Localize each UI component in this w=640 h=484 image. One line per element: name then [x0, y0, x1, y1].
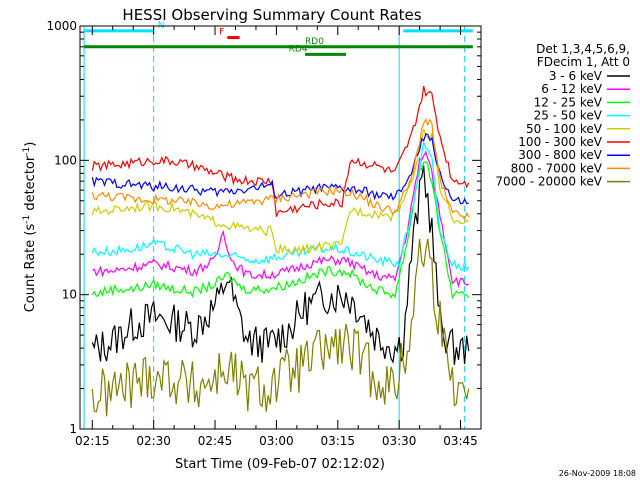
- legend-header-line-1: Det 1,3,4,5,6,9,: [536, 42, 630, 56]
- x-tick-label-3: 02:45: [198, 434, 233, 448]
- x-tick-label-6: 03:30: [382, 434, 417, 448]
- series-group: [91, 85, 470, 417]
- y-axis-label-sup1: -1: [22, 215, 32, 224]
- y-axis-label-mid: detector: [23, 155, 38, 215]
- x-axis-label: Start Time (09-Feb-07 02:12:02): [175, 457, 385, 472]
- x-tick-label-7: 03:45: [443, 434, 478, 448]
- plot-frame: [79, 25, 482, 430]
- flag-label-rd4: RD4: [289, 44, 308, 54]
- y-tick-label-3: 100: [54, 153, 77, 167]
- legend-label-5: 50 - 100 keV: [526, 122, 603, 136]
- series-line-6: [91, 85, 470, 217]
- flag-label-rd0: RD0: [305, 37, 324, 47]
- legend: Det 1,3,4,5,6,9, FDecim 1, Att 0 3 - 6 k…: [495, 42, 630, 189]
- legend-label-8: 800 - 7000 keV: [511, 161, 603, 175]
- series-line-8: [91, 118, 470, 221]
- y-tick-label-4: 1000: [46, 19, 77, 33]
- axes: 02:15 02:30 02:45 03:00 03:15 03:30 03:45 1 10 10…: [46, 19, 482, 448]
- legend-header-line-2: FDecim 1, Att 0: [537, 55, 630, 69]
- series-line-7: [91, 132, 469, 205]
- series-line-4: [91, 141, 470, 272]
- series-line-9: [91, 238, 470, 417]
- legend-label-6: 100 - 300 keV: [518, 135, 602, 149]
- flag-label-f: F: [219, 28, 224, 38]
- series-line-5: [91, 128, 470, 256]
- x-tick-label-1: 02:15: [75, 434, 110, 448]
- y-tick-label-2: 10: [62, 288, 77, 302]
- y-axis-label-main: Count Rate (s: [23, 224, 38, 313]
- y-tick-label-1: 1: [69, 422, 77, 436]
- y-axis-label-end: ): [23, 142, 38, 147]
- legend-label-1: 3 - 6 keV: [549, 69, 603, 83]
- series-line-2: [92, 150, 469, 289]
- series-line-1: [91, 165, 470, 365]
- series-line-3: [91, 161, 470, 300]
- legend-label-4: 25 - 50 keV: [534, 109, 603, 123]
- legend-label-2: 6 - 12 keV: [541, 82, 603, 96]
- y-axis-label-sup2: -1: [22, 147, 32, 156]
- x-tick-label-2: 02:30: [136, 434, 171, 448]
- chart-title: HESSI Observing Summary Count Rates: [122, 6, 421, 24]
- legend-label-9: 7000 - 20000 keV: [495, 175, 602, 189]
- y-axis-label: Count Rate (s-1 detector-1): [22, 142, 38, 313]
- legend-label-7: 300 - 800 keV: [518, 148, 602, 162]
- x-tick-label-4: 03:00: [259, 434, 294, 448]
- x-tick-label-5: 03:15: [320, 434, 355, 448]
- legend-label-3: 12 - 25 keV: [534, 95, 603, 109]
- timestamp: 26-Nov-2009 18:08: [559, 469, 636, 478]
